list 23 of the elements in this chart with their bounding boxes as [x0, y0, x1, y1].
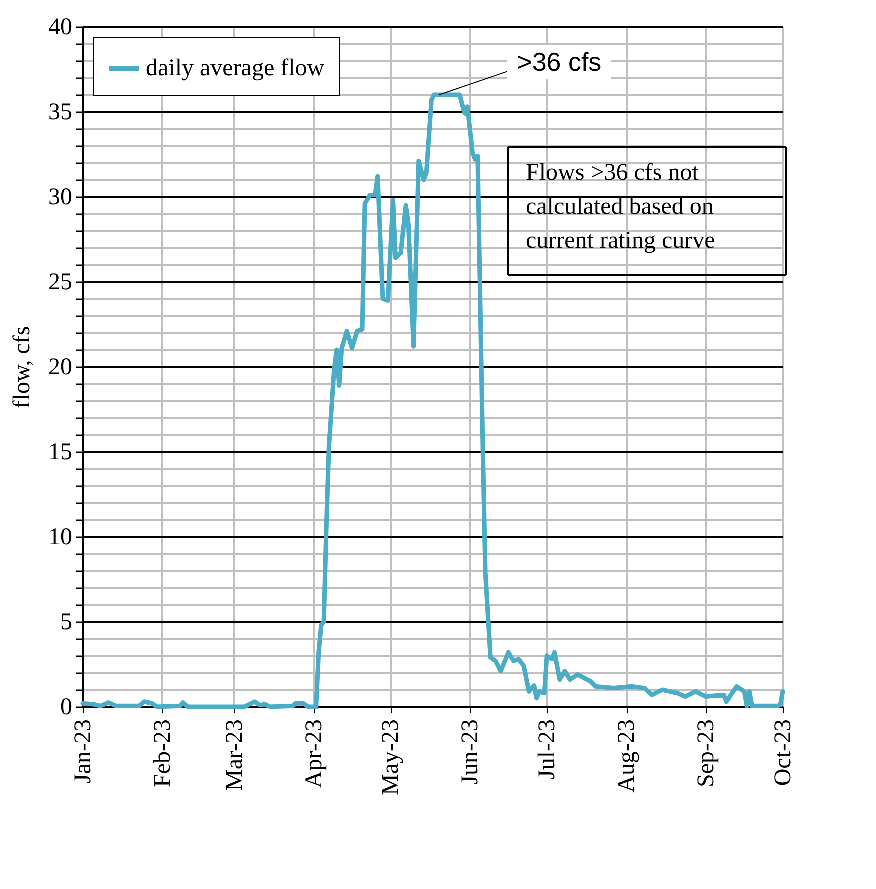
y-tick-label: 10	[48, 524, 72, 550]
y-axis-title: flow, cfs	[10, 326, 36, 409]
x-tick-label: Apr-23	[301, 720, 328, 788]
x-tick-label: May-23	[378, 720, 404, 796]
y-tick-label: 40	[48, 14, 72, 40]
y-tick-label: 35	[48, 100, 72, 126]
y-tick-label: 20	[48, 354, 72, 380]
x-tick-label: Jan-23	[70, 720, 96, 784]
x-tick-label: Jun-23	[458, 720, 484, 785]
x-tick-label: Jul-23	[534, 720, 561, 780]
annotation: Flows >36 cfs not calculated based on current rating curve	[526, 160, 716, 254]
x-tick-label: Feb-23	[150, 720, 176, 788]
y-tick-label: 25	[48, 270, 72, 296]
x-tick-label: Mar-23	[222, 720, 248, 791]
annotation: >36 cfs	[517, 47, 602, 77]
legend-label: daily average flow	[146, 56, 326, 82]
x-tick-label: Aug-23	[614, 720, 640, 793]
y-tick-label: 15	[48, 440, 72, 466]
x-tick-label: Oct-23	[770, 720, 796, 786]
x-tick-label: Sep-23	[694, 720, 720, 788]
y-tick-label: 30	[48, 184, 72, 210]
y-tick-label: 5	[60, 610, 72, 636]
y-tick-label: 0	[60, 694, 72, 720]
